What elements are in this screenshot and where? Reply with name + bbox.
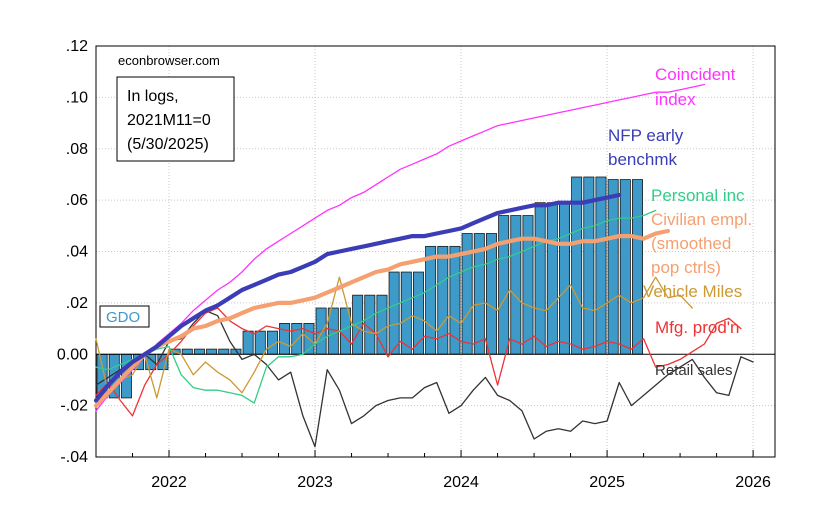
series-line-nfp-early-benchmk xyxy=(93,192,622,403)
gdo-bar xyxy=(291,323,303,355)
x-tick-label: 2026 xyxy=(735,474,771,491)
series-line-mfg-prod-n xyxy=(95,307,742,417)
gdo-bar xyxy=(279,323,291,355)
plot-frame xyxy=(95,45,776,458)
gdo-bar xyxy=(595,176,607,355)
series-label-civilian-empl-smoothed-pop-ctrls: (smoothed xyxy=(651,234,731,253)
gdo-legend-box xyxy=(99,305,150,328)
gdo-bar xyxy=(546,202,558,355)
gdo-bar xyxy=(498,215,510,355)
note-box xyxy=(116,76,235,162)
gdo-bar xyxy=(619,179,631,355)
series-line-personal-inc xyxy=(95,209,657,404)
x-tick-label: 2025 xyxy=(589,474,625,491)
gdo-bar xyxy=(218,348,230,355)
gdo-bar xyxy=(193,348,205,355)
note-line-1: In logs, xyxy=(127,88,179,105)
series-label-civilian-empl-smoothed-pop-ctrls: pop ctrls) xyxy=(651,258,721,277)
series-line-civilian-empl-smoothed-pop-ctrls xyxy=(93,228,671,408)
series-label-retail-sales: Retail sales xyxy=(655,362,733,379)
gdo-bar xyxy=(254,330,266,355)
series-labels: Coincident index NFP early benchmk Personal … xyxy=(608,65,752,379)
series-label-nfp-early-benchmk: NFP early xyxy=(608,126,684,145)
x-tick-label: 2022 xyxy=(151,474,187,491)
series-label-personal-inc: Personal inc xyxy=(651,186,745,205)
gdo-bar xyxy=(510,215,522,355)
gdo-bar xyxy=(242,330,254,355)
x-tick-label: 2023 xyxy=(297,474,333,491)
gdo-legend-label: GDO xyxy=(106,309,140,326)
gdo-bar xyxy=(400,271,412,355)
gdo-bar xyxy=(559,202,570,355)
series-line-coincident-index xyxy=(95,83,706,412)
gdo-bar xyxy=(607,179,619,355)
gdo-bar xyxy=(632,179,643,355)
series-label-coincident-index: Coincident xyxy=(655,65,736,84)
gdo-bar xyxy=(534,202,546,355)
series-label-coincident-index: index xyxy=(655,90,696,109)
series-label-nfp-early-benchmk: benchmk xyxy=(608,150,677,169)
series-label-mfg-prod-n: Mfg. prod'n xyxy=(655,318,740,337)
series-label-civilian-empl-smoothed-pop-ctrls: Civilian empl. xyxy=(651,210,752,229)
y-tick-label: .10 xyxy=(66,89,88,106)
y-tick-label: .02 xyxy=(66,295,88,312)
gdo-bar xyxy=(181,348,193,355)
note-line-3: (5/30/2025) xyxy=(127,136,209,153)
y-tick-label: -.04 xyxy=(60,449,88,466)
y-tick-label: .04 xyxy=(66,244,88,261)
y-tick-label: .08 xyxy=(66,141,88,158)
series-label-vehicle-miles: Vehicle Miles xyxy=(643,282,742,301)
gdo-bar xyxy=(206,348,218,355)
note-line-2: 2021M11=0 xyxy=(127,112,211,129)
source-label: econbrowser.com xyxy=(118,53,220,68)
x-tick-label: 2024 xyxy=(443,474,479,491)
gdo-bar xyxy=(485,233,497,355)
y-tick-label: 0.00 xyxy=(57,346,88,363)
gdo-bar xyxy=(388,271,400,355)
series-line-vehicle-miles xyxy=(95,276,693,399)
series-lines xyxy=(93,83,754,448)
y-tick-label: .12 xyxy=(66,38,88,55)
axes: .12 .10 .08 .06 .04 .02 0.00 -.02 -.04 2022 2023 20… xyxy=(57,38,771,491)
y-tick-label: -.02 xyxy=(60,398,88,415)
y-tick-label: .06 xyxy=(66,192,88,209)
gdo-bar xyxy=(522,215,534,355)
